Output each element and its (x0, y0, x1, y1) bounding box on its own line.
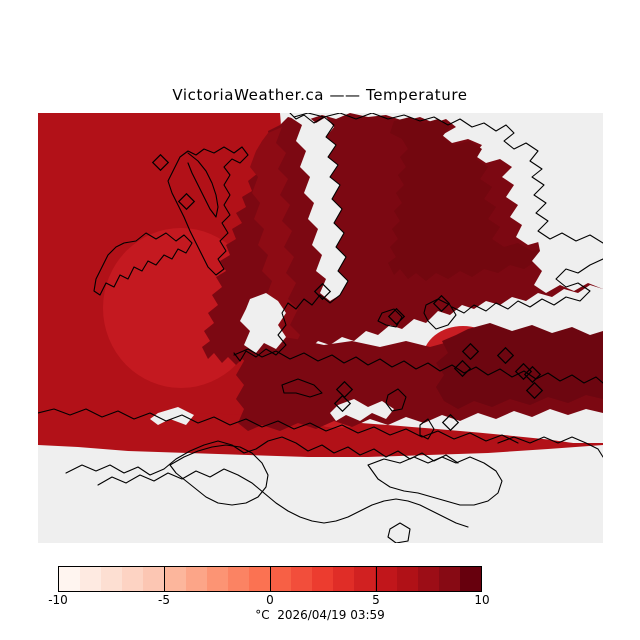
station-marker[interactable] (333, 394, 352, 413)
colorbar-tick-label--10: -10 (48, 593, 68, 607)
colorbar-cell-17 (417, 567, 439, 591)
coastline-mainland (233, 113, 349, 362)
region-southeast-interior-cold (436, 323, 603, 409)
coastline-layer (38, 113, 603, 543)
page-title: VictoriaWeather.ca —— Temperature (172, 86, 468, 104)
station-marker[interactable] (387, 307, 406, 326)
region-lower-warm-field (38, 411, 603, 461)
colorbar-cell-12 (312, 567, 334, 591)
colorbar-cell-10 (269, 567, 292, 591)
colorbar-cell-19 (459, 567, 481, 591)
colorbar[interactable] (58, 566, 482, 592)
station-marker[interactable] (313, 282, 332, 301)
coastline-island-north (167, 146, 249, 276)
colorbar-tick-labels: -10 -5 0 5 10 (48, 593, 489, 609)
temperature-contour-map[interactable] (38, 113, 603, 543)
station-marker[interactable] (523, 365, 542, 384)
coastline-islet-e (419, 418, 435, 440)
station-marker[interactable] (525, 381, 544, 400)
station-marker[interactable] (453, 359, 472, 378)
station-marker[interactable] (177, 192, 196, 211)
coastline-south-edge (38, 408, 519, 444)
station-marker[interactable] (335, 380, 354, 399)
colorbar-cell-1 (80, 567, 102, 591)
coastline-islet-b (423, 298, 457, 330)
colorbar-tick-label-10: 10 (474, 593, 490, 607)
coastline-east (451, 258, 603, 314)
station-marker-layer[interactable] (151, 153, 544, 432)
sea-east-margin (532, 235, 603, 293)
colorbar-cell-8 (227, 567, 249, 591)
colorbar-cell-3 (122, 567, 144, 591)
sea-southwest-notch (150, 407, 194, 425)
coastline-islet-d (385, 388, 407, 412)
station-marker[interactable] (432, 294, 451, 313)
station-marker[interactable] (441, 413, 460, 432)
colorbar-cell-11 (291, 567, 313, 591)
colorbar-cell-13 (333, 567, 355, 591)
sea-northeast-inlets (508, 113, 603, 237)
coastline-southern-landmass-6 (387, 522, 411, 543)
colorbar-cell-5 (164, 567, 186, 591)
sea-central-channel (284, 113, 348, 301)
colorbar-cell-0 (59, 567, 81, 591)
colorbar-caption: °C 2026/04/19 03:59 (255, 608, 385, 622)
coastline-southern-landmass-1 (65, 436, 459, 476)
region-land-transition-band (250, 127, 300, 357)
coastline-southern-landmass-5 (497, 436, 603, 458)
coastline-mainland-north (293, 113, 603, 244)
colorbar-cell-4 (143, 567, 165, 591)
colorbar-gradient[interactable] (58, 566, 482, 592)
station-marker[interactable] (496, 346, 515, 365)
colorbar-cell-2 (101, 567, 123, 591)
sea-west-margin (240, 293, 286, 353)
sea-south-notches (330, 399, 394, 421)
station-marker[interactable] (461, 342, 480, 361)
station-marker[interactable] (151, 153, 170, 172)
station-marker[interactable] (514, 362, 533, 381)
region-offshore-west-base (38, 113, 603, 481)
colorbar-cell-16 (396, 567, 418, 591)
coastline-islet-c (281, 378, 323, 398)
colorbar-tick-label-5: 5 (372, 593, 380, 607)
colorbar-cell-6 (185, 567, 207, 591)
colorbar-tick-label--5: -5 (158, 593, 170, 607)
coastline-island-north-branch (187, 152, 219, 218)
region-northeast-coldest (388, 117, 558, 281)
coastline-islet-a (377, 308, 403, 328)
colorbar-tick-label-0: 0 (266, 593, 274, 607)
coastline-southern-landmass-2 (97, 468, 469, 528)
colorbar-cell-9 (248, 567, 270, 591)
sea-southern-open (38, 445, 603, 543)
temperature-map-panel[interactable] (38, 113, 603, 543)
colorbar-cell-7 (206, 567, 228, 591)
coastline-southern-landmass-4 (367, 456, 503, 506)
coastline-south-peninsula (233, 348, 603, 384)
colorbar-cell-14 (354, 567, 376, 591)
coastline-southern-landmass-3 (169, 444, 269, 506)
coastline-island-west (93, 232, 193, 296)
colorbar-cell-15 (375, 567, 397, 591)
colorbar-cell-18 (438, 567, 460, 591)
